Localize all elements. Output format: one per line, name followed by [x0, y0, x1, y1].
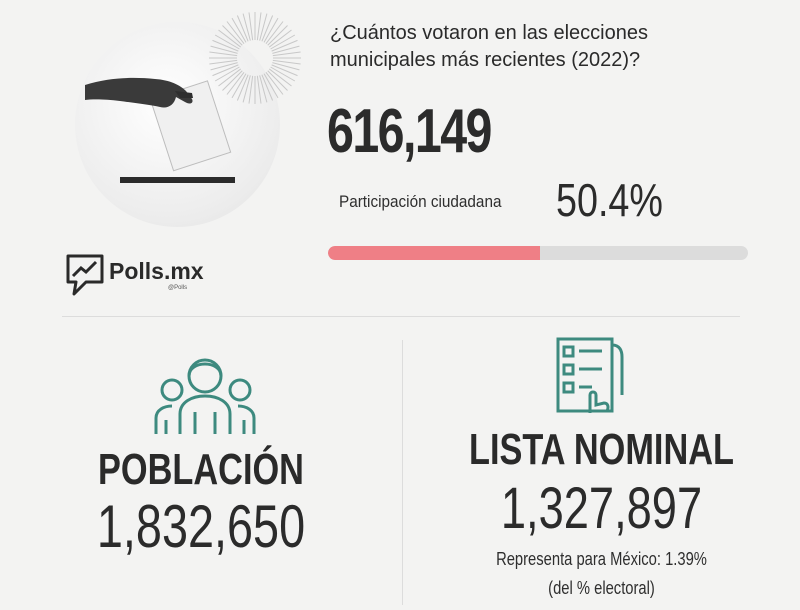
sunburst-ray	[248, 75, 254, 104]
sunburst-ray	[267, 25, 288, 46]
sunburst-ray	[261, 74, 274, 101]
sunburst-ray	[271, 64, 298, 77]
sunburst-ray	[263, 17, 279, 43]
checklist-icon	[556, 337, 624, 413]
sunburst-ray	[209, 59, 238, 65]
sunburst-ray	[236, 15, 249, 42]
ballot-box-icon	[85, 77, 235, 183]
sunburst-ray	[272, 59, 301, 65]
sunburst-ray	[265, 21, 284, 45]
participation-label: Participación ciudadana	[339, 192, 502, 211]
sunburst-ray	[248, 12, 254, 41]
sunburst-ray	[270, 66, 296, 82]
sunburst-ray	[263, 73, 279, 99]
logo-subtext: @Polls	[168, 285, 188, 291]
sunburst-ray	[259, 13, 268, 41]
sunburst-ray	[242, 13, 251, 41]
sunburst-ray	[222, 70, 243, 91]
votes-total: 616,149	[327, 97, 492, 166]
nominal-list-title: LISTA NOMINAL	[468, 425, 734, 474]
sunburst-ray	[209, 51, 238, 57]
sunburst-ray	[210, 45, 238, 54]
sunburst-ray	[231, 73, 247, 99]
sunburst-ray	[210, 62, 238, 71]
horizontal-divider	[62, 316, 740, 317]
sunburst-ray	[236, 74, 249, 101]
sunburst-ray	[256, 12, 262, 41]
sunburst-ray	[226, 21, 245, 45]
sunburst-ray	[226, 71, 245, 95]
sunburst-ray	[212, 39, 239, 52]
sunburst-ray	[218, 68, 242, 87]
sunburst-ray	[256, 75, 262, 104]
sunburst-ray	[270, 34, 296, 50]
sunburst-ray	[242, 75, 251, 103]
sunburst-ray	[222, 25, 243, 46]
sunburst-ray	[259, 75, 268, 103]
sunburst-ray	[267, 70, 288, 91]
polls-logo-icon	[66, 254, 104, 296]
sunburst-ray	[268, 68, 292, 87]
population-value: 1,832,650	[96, 493, 306, 560]
sunburst-ray	[231, 17, 247, 43]
nominal-list-value: 1,327,897	[500, 476, 703, 541]
population-title: POBLACIÓN	[98, 445, 304, 494]
participation-value: 50.4%	[556, 174, 663, 226]
sunburst-decoration-icon	[209, 12, 301, 104]
sunburst-ray	[272, 62, 300, 71]
vertical-divider	[402, 340, 403, 605]
sunburst-ray	[212, 64, 239, 77]
nominal-list-note: Representa para México: 1.39%	[496, 549, 707, 569]
sunburst-ray	[214, 66, 240, 82]
sunburst-ray	[218, 29, 242, 48]
sunburst-ray	[268, 29, 292, 48]
sunburst-ray	[261, 15, 274, 42]
population-icon	[154, 358, 256, 434]
participation-progress-fill	[328, 246, 540, 260]
participation-progress-bar	[328, 246, 748, 260]
question-text: ¿Cuántos votaron en las elecciones munic…	[330, 22, 648, 71]
sunburst-ray	[272, 51, 301, 57]
sunburst-ray	[265, 71, 284, 95]
sunburst-ray	[271, 39, 298, 52]
nominal-list-note-secondary: (del % electoral)	[548, 578, 655, 598]
sunburst-ray	[272, 45, 300, 54]
sunburst-ray	[214, 34, 240, 50]
logo-name: Polls.mx	[109, 258, 204, 284]
